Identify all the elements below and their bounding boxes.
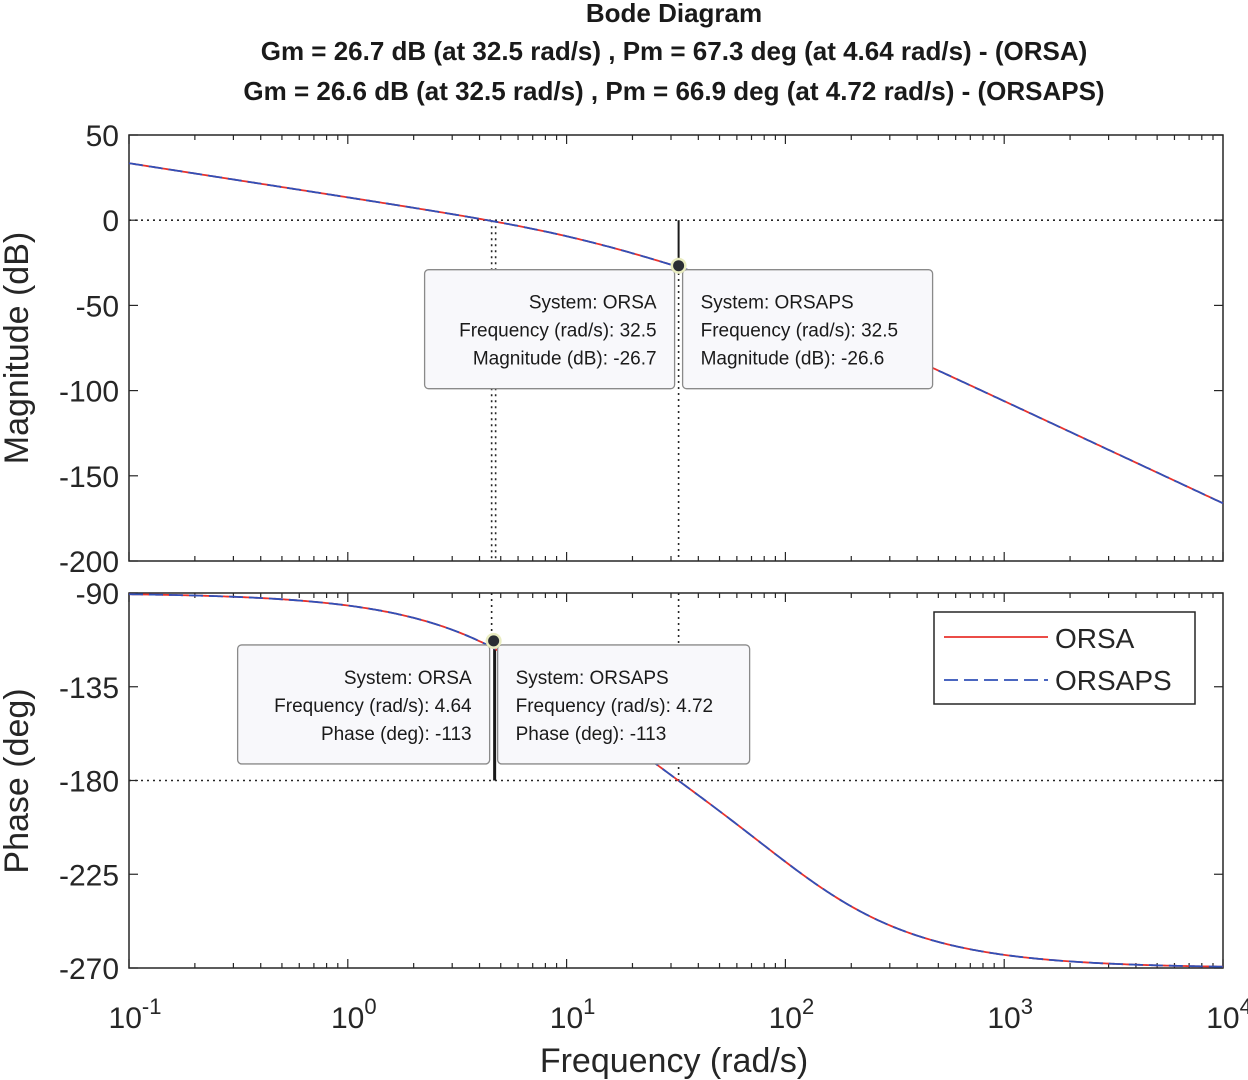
magnitude-panel: 50 0 -50 -100 -150 -200 System: ORSA Frequency… — [59, 120, 1224, 579]
chart-title: Bode Diagram — [586, 0, 762, 28]
datatip-line: Phase (deg): -113 — [321, 724, 472, 745]
datatip-line: System: ORSAPS — [516, 668, 669, 689]
x-tick-label: 100 — [331, 994, 377, 1035]
y-tick-label: -150 — [59, 461, 119, 494]
magnitude-ticks: 50 0 -50 -100 -150 -200 — [59, 120, 1224, 579]
magnitude-series-orsaps — [128, 162, 1224, 505]
datatip-box — [236, 644, 491, 765]
datatip-marker — [488, 635, 500, 647]
datatip-box — [681, 269, 934, 390]
y-tick-label: -225 — [59, 859, 119, 892]
datatip-line: System: ORSA — [529, 293, 657, 314]
datatip-box — [496, 644, 751, 765]
x-tick-label: 104 — [1206, 994, 1248, 1035]
datatip-line: Frequency (rad/s): 4.64 — [274, 696, 472, 717]
magnitude-ylabel: Magnitude (dB) — [0, 232, 36, 464]
x-tick-label: 103 — [987, 994, 1033, 1035]
phase-datatips: System: ORSA Frequency (rad/s): 4.64 Phase… — [236, 632, 751, 765]
datatip-line: Phase (deg): -113 — [516, 724, 667, 745]
phase-ticks: -90 -135 -180 -225 -270 — [59, 578, 1224, 986]
x-tick-label: 101 — [550, 994, 596, 1035]
datatip-line: Magnitude (dB): -26.7 — [473, 349, 657, 370]
datatip-line: System: ORSAPS — [701, 293, 854, 314]
x-tick-labels: 10-1 100 101 102 103 104 — [109, 994, 1248, 1035]
chart-subtitle-orsaps: Gm = 26.6 dB (at 32.5 rad/s) , Pm = 66.9… — [243, 76, 1104, 106]
legend-label-orsaps: ORSAPS — [1055, 665, 1172, 696]
y-tick-label: 0 — [102, 205, 119, 238]
chart-subtitle-orsa: Gm = 26.7 dB (at 32.5 rad/s) , Pm = 67.3… — [261, 36, 1088, 66]
datatip-line: Frequency (rad/s): 32.5 — [701, 321, 898, 342]
datatip-line: System: ORSA — [344, 668, 472, 689]
datatip-line: Magnitude (dB): -26.6 — [701, 349, 885, 370]
y-tick-label: -135 — [59, 672, 119, 705]
y-tick-label: -200 — [59, 546, 119, 579]
y-tick-label: -50 — [76, 290, 119, 323]
datatip-marker — [673, 260, 685, 272]
datatip-box — [423, 269, 676, 390]
y-tick-label: 50 — [86, 120, 119, 153]
x-tick-label: 102 — [769, 994, 815, 1035]
datatip-line: Frequency (rad/s): 32.5 — [459, 321, 656, 342]
phase-panel: -90 -135 -180 -225 -270 System: ORSA Frequenc… — [59, 578, 1224, 986]
datatip-line: Frequency (rad/s): 4.72 — [516, 696, 713, 717]
y-tick-label: -90 — [76, 578, 119, 611]
magnitude-axes-frame — [128, 134, 1224, 562]
phase-ylabel: Phase (deg) — [0, 688, 36, 873]
legend-box — [933, 611, 1196, 705]
x-tick-label: 10-1 — [109, 994, 162, 1035]
x-axis-label: Frequency (rad/s) — [540, 1042, 808, 1080]
legend-label-orsa: ORSA — [1055, 623, 1135, 654]
legend[interactable]: ORSA ORSAPS — [933, 611, 1196, 705]
y-tick-label: -100 — [59, 376, 119, 409]
magnitude-datatips: System: ORSA Frequency (rad/s): 32.5 Magni… — [423, 257, 934, 390]
phase-series-orsaps — [128, 593, 1224, 968]
y-tick-label: -180 — [59, 766, 119, 799]
y-tick-label: -270 — [59, 953, 119, 986]
